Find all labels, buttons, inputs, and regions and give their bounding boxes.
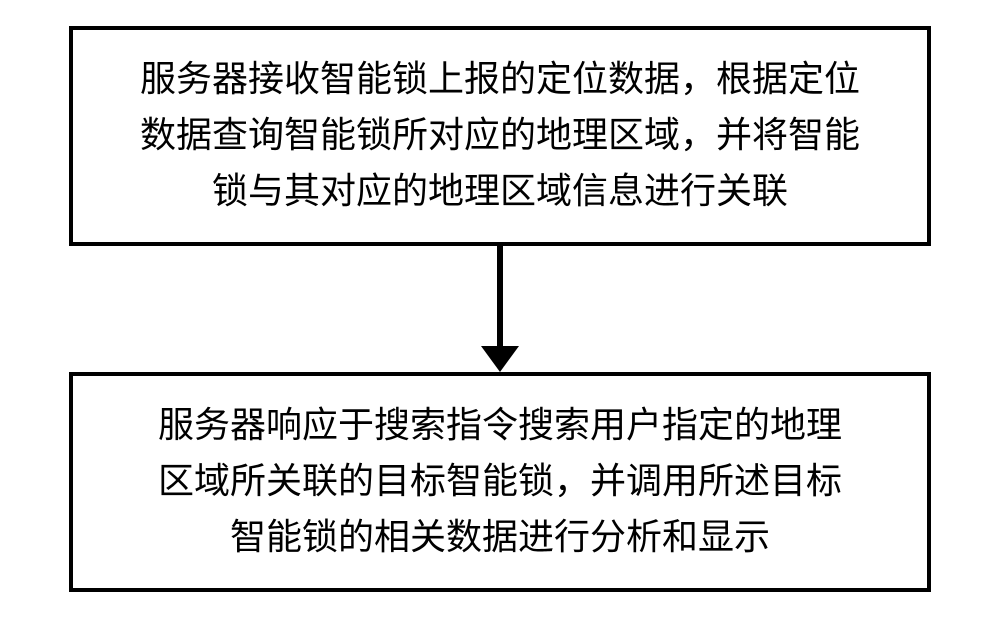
flowchart-node-step1: 服务器接收智能锁上报的定位数据，根据定位 数据查询智能锁所对应的地理区域，并将智… [69, 26, 931, 246]
step1-text: 服务器接收智能锁上报的定位数据，根据定位 数据查询智能锁所对应的地理区域，并将智… [140, 52, 860, 219]
arrow-head-icon [481, 346, 519, 372]
step2-text: 服务器响应于搜索指令搜索用户指定的地理 区域所关联的目标智能锁，并调用所述目标 … [158, 398, 842, 565]
arrow-line [497, 246, 503, 346]
flowchart-container: 服务器接收智能锁上报的定位数据，根据定位 数据查询智能锁所对应的地理区域，并将智… [69, 26, 931, 592]
flowchart-node-step2: 服务器响应于搜索指令搜索用户指定的地理 区域所关联的目标智能锁，并调用所述目标 … [69, 372, 931, 592]
flowchart-arrow [481, 246, 519, 372]
